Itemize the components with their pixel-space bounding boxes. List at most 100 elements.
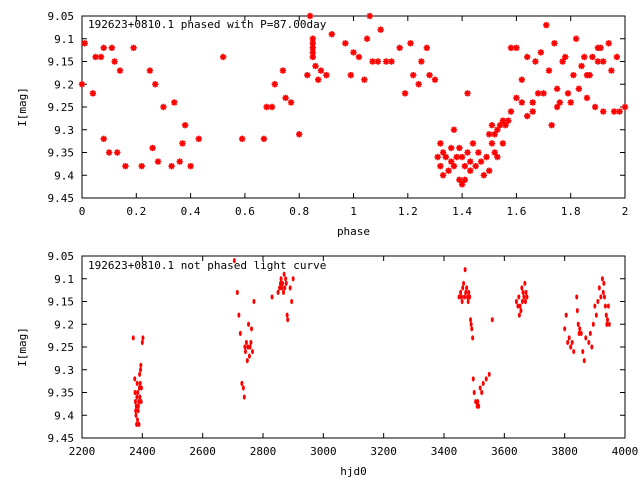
data-point <box>567 99 574 106</box>
data-point <box>469 140 477 147</box>
data-point <box>523 298 527 305</box>
data-point <box>122 162 129 170</box>
data-point <box>494 153 501 161</box>
data-point <box>600 276 604 282</box>
data-point <box>467 289 471 295</box>
data-point <box>401 90 409 97</box>
data-point <box>488 140 496 147</box>
data-point <box>136 417 140 423</box>
data-point <box>437 140 444 147</box>
data-point <box>288 285 292 291</box>
data-point <box>138 380 142 386</box>
data-point <box>461 285 465 291</box>
data-point <box>260 135 268 143</box>
data-point <box>486 167 493 174</box>
data-point <box>176 158 183 165</box>
data-point <box>545 67 553 74</box>
data-point <box>366 12 373 20</box>
data-point <box>458 181 466 188</box>
data-point <box>605 321 609 327</box>
y-tick-label: 9.4 <box>54 169 74 182</box>
y-axis-label: I[mag] <box>16 87 29 127</box>
data-point <box>471 376 475 382</box>
data-point <box>285 312 289 318</box>
data-point <box>296 131 303 138</box>
data-point <box>463 267 467 273</box>
data-point <box>464 90 471 97</box>
data-point <box>472 162 479 170</box>
data-point <box>284 276 288 282</box>
data-point <box>388 58 395 65</box>
unphased-light-curve-panel: 2200 2400 2600 2800 3000 3200 3400 3600 3800 4000… <box>16 250 638 478</box>
data-point <box>477 403 481 409</box>
data-point <box>487 371 491 377</box>
x-tick-label: 2 <box>622 205 629 218</box>
y-tick-label: 9.1 <box>54 33 74 46</box>
data-point <box>270 294 274 300</box>
data-point <box>136 403 140 409</box>
data-point <box>240 380 244 386</box>
y-tick-label: 9.2 <box>54 318 74 331</box>
data-point <box>246 344 250 350</box>
data-point <box>105 149 113 156</box>
data-point <box>244 348 248 355</box>
data-point <box>588 330 592 336</box>
data-point <box>596 298 600 305</box>
data-point <box>450 126 458 133</box>
data-point <box>578 62 585 70</box>
data-point <box>483 153 490 161</box>
data-point <box>137 421 141 427</box>
y-tick-label: 9.15 <box>48 296 75 309</box>
data-point <box>423 44 431 52</box>
data-point <box>491 149 498 156</box>
data-point <box>474 399 478 405</box>
data-point <box>134 408 138 414</box>
data-point <box>553 85 561 92</box>
data-point <box>518 76 526 83</box>
data-point <box>513 44 520 52</box>
data-point <box>570 71 577 79</box>
data-point <box>570 339 574 346</box>
data-point <box>525 294 529 300</box>
data-point <box>465 285 469 291</box>
data-point <box>569 344 573 350</box>
data-point <box>286 317 290 323</box>
data-point <box>566 339 570 346</box>
phased-light-curve-panel: 0 0.2 0.4 0.6 0.8 1 1.2 1.4 1.6 1.8 2 9.05 9.1 9.15 9.… <box>16 10 628 238</box>
data-point <box>247 353 251 359</box>
data-point <box>559 58 566 65</box>
data-point <box>242 394 246 400</box>
x-tick-label: 4000 <box>612 445 639 458</box>
x-tick-label: 1.4 <box>452 205 472 218</box>
data-point <box>263 103 270 111</box>
x-tick-label: 2400 <box>129 445 156 458</box>
data-point <box>426 71 433 79</box>
x-tick-label: 1.6 <box>506 205 526 218</box>
data-point <box>138 162 145 170</box>
data-point <box>608 67 615 74</box>
data-point <box>100 44 107 52</box>
data-point <box>437 162 444 170</box>
data-point <box>92 53 99 61</box>
data-point <box>350 49 357 56</box>
data-point <box>459 289 463 295</box>
data-point <box>507 108 515 115</box>
x-tick-label: 3400 <box>431 445 458 458</box>
data-point <box>520 285 524 291</box>
x-tick-label: 0.4 <box>181 205 201 218</box>
data-point <box>171 99 178 106</box>
data-point <box>456 176 463 183</box>
data-point <box>146 67 154 74</box>
data-point <box>460 298 464 305</box>
data-point <box>579 330 583 336</box>
data-point <box>108 44 116 52</box>
x-tick-label: 0 <box>79 205 86 218</box>
data-point <box>287 99 295 106</box>
data-point <box>589 53 596 61</box>
data-point <box>312 62 319 70</box>
data-point <box>396 44 403 52</box>
data-point <box>247 321 251 327</box>
data-point <box>136 389 140 396</box>
data-point <box>187 162 194 170</box>
data-point <box>290 298 294 305</box>
